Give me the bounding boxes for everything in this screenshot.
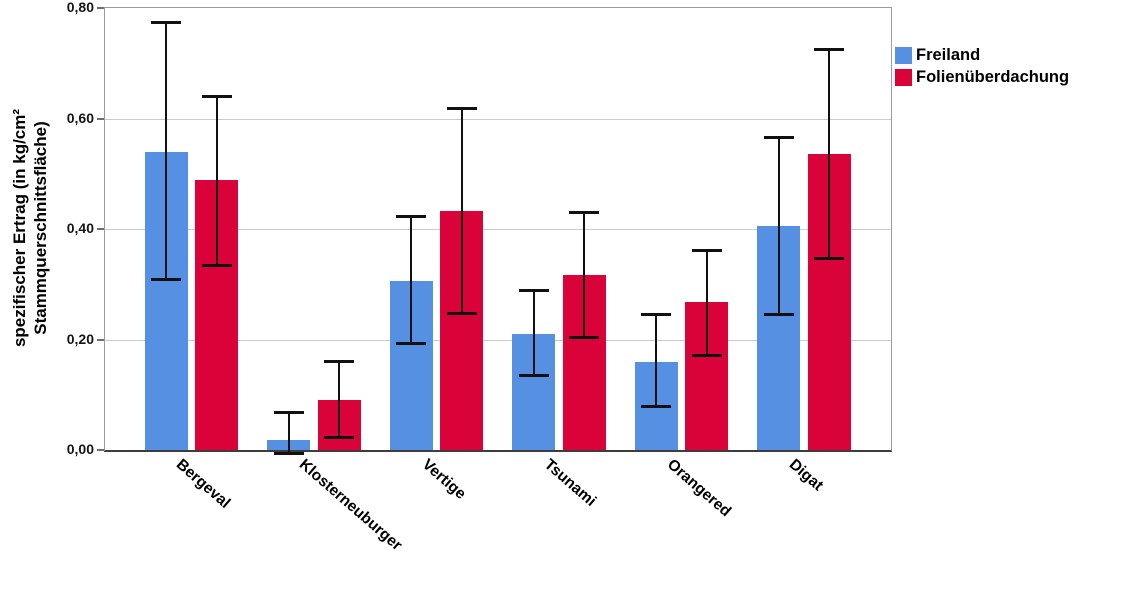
errorbar-cap-bottom-folienuberdachung-vertige [446, 311, 477, 315]
legend: Freiland Folienüberdachung [895, 46, 1069, 90]
errorbar-cap-bottom-folienuberdachung-bergeval [201, 263, 232, 267]
errorbar-cap-top-folienuberdachung-klosterneuburger [324, 360, 355, 364]
errorbar-cap-bottom-folienuberdachung-klosterneuburger [324, 435, 355, 439]
errorbar-folienuberdachung-bergeval [215, 95, 218, 265]
errorbar-cap-top-freiland-orangered [641, 313, 672, 317]
errorbar-freiland-orangered [655, 314, 658, 407]
errorbar-freiland-vertige [410, 216, 413, 344]
legend-item-folienuberdachung: Folienüberdachung [895, 68, 1069, 86]
errorbar-folienuberdachung-klosterneuburger [338, 361, 341, 437]
y-tick-mark-0-40 [97, 228, 104, 230]
x-label-vertige: Vertige [418, 456, 469, 503]
errorbar-freiland-bergeval [165, 21, 168, 279]
errorbar-cap-top-folienuberdachung-digat [814, 47, 845, 51]
x-label-tsunami: Tsunami [540, 456, 600, 510]
errorbar-folienuberdachung-tsunami [583, 212, 586, 338]
y-tick-label-0-20: 0,20 [66, 330, 94, 347]
y-tick-label-0-40: 0,40 [66, 220, 94, 236]
errorbar-cap-bottom-folienuberdachung-tsunami [569, 336, 600, 340]
y-tick-label-0-80: 0,80 [66, 0, 94, 15]
errorbar-cap-bottom-folienuberdachung-orangered [691, 353, 722, 357]
errorbar-cap-top-folienuberdachung-orangered [691, 248, 722, 252]
errorbar-cap-top-freiland-bergeval [151, 20, 182, 24]
plot-area [104, 7, 892, 455]
x-label-digat: Digat [785, 456, 827, 495]
errorbar-cap-top-folienuberdachung-vertige [446, 107, 477, 110]
y-tick-mark-0-00 [97, 449, 104, 451]
errorbar-freiland-digat [777, 137, 780, 315]
errorbar-cap-bottom-freiland-klosterneuburger [273, 451, 304, 455]
x-label-klosterneuburger: Klosterneuburger [295, 456, 406, 555]
errorbar-cap-bottom-freiland-digat [763, 313, 794, 317]
gridline-0-20 [105, 339, 891, 341]
y-tick-mark-0-80 [97, 7, 104, 9]
errorbar-cap-top-folienuberdachung-tsunami [569, 211, 600, 215]
x-label-bergeval: Bergeval [173, 456, 234, 512]
y-tick-label-0-00: 0,00 [66, 441, 94, 457]
errorbar-cap-top-freiland-vertige [396, 215, 427, 219]
legend-item-freiland: Freiland [895, 46, 1069, 64]
errorbar-folienuberdachung-vertige [460, 108, 463, 313]
errorbar-cap-bottom-freiland-orangered [641, 405, 672, 409]
errorbar-freiland-tsunami [532, 289, 535, 376]
errorbar-freiland-klosterneuburger [287, 412, 290, 453]
legend-label-freiland: Freiland [916, 46, 981, 64]
y-tick-label-0-60: 0,60 [66, 109, 94, 126]
errorbar-cap-top-folienuberdachung-bergeval [201, 94, 232, 98]
x-label-orangered: Orangered [663, 456, 734, 521]
gridline-0-40 [105, 229, 891, 230]
errorbar-cap-top-freiland-digat [763, 136, 794, 140]
y-tick-mark-0-60 [97, 117, 104, 120]
errorbar-cap-bottom-freiland-vertige [396, 342, 427, 346]
y-tick-mark-0-20 [97, 338, 104, 341]
gridline-0-60 [105, 118, 891, 120]
legend-swatch-freiland [895, 46, 912, 64]
errorbar-cap-top-freiland-tsunami [518, 288, 549, 292]
errorbar-folienuberdachung-digat [828, 48, 831, 258]
errorbar-cap-bottom-freiland-tsunami [518, 374, 549, 378]
legend-swatch-folienuberdachung [895, 68, 912, 86]
errorbar-cap-bottom-freiland-bergeval [151, 277, 182, 281]
y-axis-title-line1: spezifischer Ertrag (in kg/cm² [10, 108, 29, 348]
legend-label-folienuberdachung: Folienüberdachung [916, 68, 1070, 86]
errorbar-cap-bottom-folienuberdachung-digat [814, 256, 845, 260]
errorbar-folienuberdachung-orangered [705, 249, 708, 355]
errorbar-cap-top-freiland-klosterneuburger [273, 411, 304, 415]
